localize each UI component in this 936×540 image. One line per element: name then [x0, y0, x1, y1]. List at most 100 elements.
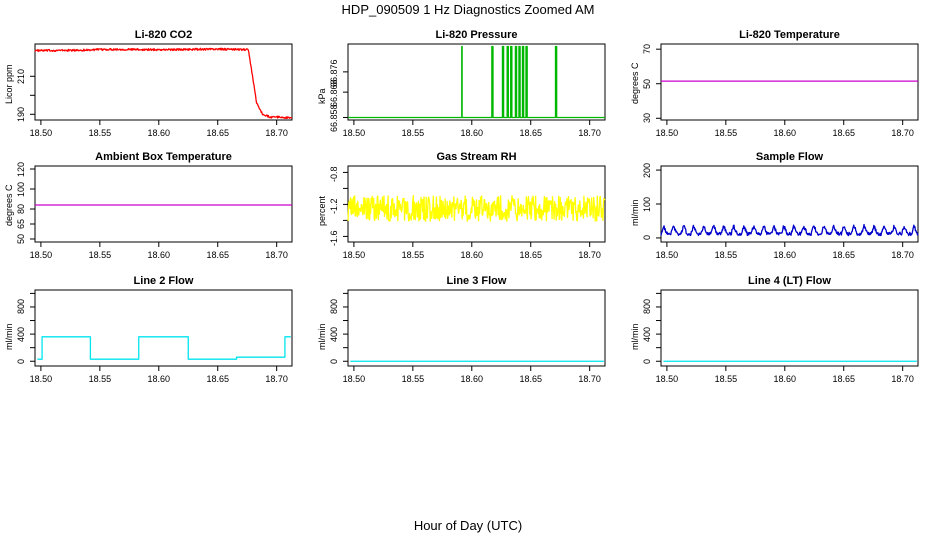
li-820-co2-y-label: Licor ppm [4, 64, 14, 104]
sample-flow-y-label: ml/min [630, 199, 640, 227]
line-2-flow-x-tick-label: 18.70 [265, 374, 288, 384]
gas-stream-rh-x-tick-label: 18.50 [342, 250, 366, 260]
li-820-temperature-y-tick-label: 50 [642, 78, 652, 89]
li-820-pressure-y-tick-label: 66.858 [329, 104, 339, 133]
line-3-flow-y-label: ml/min [317, 323, 327, 351]
line-3-flow-y-tick-label: 400 [329, 326, 339, 342]
sample-flow-x-tick-label: 18.50 [655, 250, 679, 260]
gas-stream-rh-y-tick-label: -1.6 [329, 230, 339, 247]
ambient-box-temperature-y-tick-label: 50 [16, 233, 26, 244]
line-2-flow-y-tick-label: 0 [16, 358, 26, 364]
li-820-co2-x-tick-label: 18.70 [265, 128, 288, 138]
li-820-co2-x-tick-label: 18.55 [88, 128, 112, 138]
line-2-flow-y-tick-label: 400 [16, 326, 26, 342]
sample-flow-x-tick-label: 18.70 [891, 250, 914, 260]
li-820-pressure-frame [347, 43, 606, 121]
li-820-temperature-y-label: degrees C [630, 62, 640, 104]
li-820-temperature-x-tick-label: 18.55 [714, 128, 738, 138]
line-2-flow-plot [30, 289, 293, 371]
li-820-temperature-x-tick-label: 18.65 [832, 128, 855, 138]
li-820-pressure-y-label: kPa [317, 88, 327, 104]
li-820-pressure-plot [343, 43, 606, 125]
line-4-lt-flow-x-tick-label: 18.70 [891, 374, 914, 384]
li-820-pressure-series-line [348, 45, 605, 119]
li-820-co2-y-tick-label: 210 [16, 68, 26, 84]
ambient-box-temperature-y-label: degrees C [4, 184, 14, 226]
line-2-flow-x-tick-label: 18.60 [147, 374, 171, 384]
li-820-pressure-x-tick-label: 18.65 [519, 128, 542, 138]
line-4-lt-flow-frame [660, 289, 919, 367]
sample-flow-x-tick-label: 18.60 [773, 250, 797, 260]
ambient-box-temperature-plot [30, 165, 293, 247]
x-axis-label: Hour of Day (UTC) [413, 518, 523, 533]
line-3-flow-title: Line 3 Flow [446, 275, 507, 287]
ambient-box-temperature-x-tick-label: 18.55 [88, 250, 112, 260]
sample-flow-x-tick-label: 18.65 [832, 250, 855, 260]
li-820-pressure-y-tick-label: 66.876 [329, 59, 339, 87]
li-820-pressure-title: Li-820 Pressure [435, 29, 518, 41]
line-4-lt-flow-plot [656, 289, 919, 371]
gas-stream-rh-title: Gas Stream RH [436, 151, 517, 163]
line-4-lt-flow-title: Line 4 (LT) Flow [748, 275, 831, 287]
line-2-flow-x-tick-label: 18.50 [29, 374, 53, 384]
ambient-box-temperature-y-tick-label: 100 [16, 181, 26, 197]
line-4-lt-flow-y-tick-label: 800 [642, 299, 652, 315]
line-2-flow-y-tick-label: 800 [16, 299, 26, 315]
li-820-pressure-x-tick-label: 18.50 [342, 128, 366, 138]
line-2-flow-frame [34, 289, 293, 367]
line-3-flow-x-tick-label: 18.65 [519, 374, 542, 384]
line-2-flow-x-tick-label: 18.55 [88, 374, 112, 384]
line-2-flow-series-line [37, 336, 291, 360]
ambient-box-temperature-y-tick-label: 120 [16, 161, 26, 177]
line-3-flow-x-tick-label: 18.60 [460, 374, 484, 384]
ambient-box-temperature-y-tick-label: 80 [16, 203, 26, 214]
li-820-temperature-y-tick-label: 70 [642, 44, 652, 55]
line-3-flow-plot [343, 289, 606, 371]
line-4-lt-flow-x-tick-label: 18.60 [773, 374, 797, 384]
gas-stream-rh-plot [343, 165, 606, 247]
line-2-flow-title: Line 2 Flow [133, 275, 194, 287]
sample-flow-plot [656, 165, 919, 247]
li-820-pressure-x-tick-label: 18.60 [460, 128, 484, 138]
figure-title: HDP_090509 1 Hz Diagnostics Zoomed AM [341, 2, 595, 17]
line-3-flow-x-tick-label: 18.55 [401, 374, 425, 384]
li-820-temperature-x-tick-label: 18.50 [655, 128, 679, 138]
li-820-temperature-x-tick-label: 18.60 [773, 128, 797, 138]
ambient-box-temperature-x-tick-label: 18.60 [147, 250, 171, 260]
gas-stream-rh-x-tick-label: 18.60 [460, 250, 484, 260]
li-820-co2-series-line [34, 47, 293, 120]
gas-stream-rh-y-label: percent [317, 195, 327, 226]
line-3-flow-frame [347, 289, 606, 367]
line-4-lt-flow-y-label: ml/min [630, 323, 640, 351]
li-820-temperature-x-tick-label: 18.70 [891, 128, 914, 138]
line-3-flow-x-tick-label: 18.70 [578, 374, 601, 384]
line-2-flow-x-tick-label: 18.65 [206, 374, 229, 384]
li-820-temperature-plot [656, 43, 919, 125]
sample-flow-series-line [660, 223, 919, 237]
li-820-temperature-y-tick-label: 30 [642, 113, 652, 124]
sample-flow-title: Sample Flow [755, 151, 824, 163]
li-820-co2-x-tick-label: 18.50 [29, 128, 53, 138]
sample-flow-y-tick-label: 100 [642, 196, 652, 212]
li-820-co2-x-tick-label: 18.65 [206, 128, 229, 138]
li-820-co2-frame [34, 43, 293, 121]
li-820-co2-plot [30, 43, 293, 125]
line-4-lt-flow-x-tick-label: 18.50 [655, 374, 679, 384]
line-4-lt-flow-x-tick-label: 18.65 [832, 374, 855, 384]
line-2-flow-y-label: ml/min [4, 323, 14, 351]
ambient-box-temperature-title: Ambient Box Temperature [95, 151, 232, 163]
gas-stream-rh-x-tick-label: 18.70 [578, 250, 601, 260]
line-4-lt-flow-y-tick-label: 400 [642, 326, 652, 342]
sample-flow-y-tick-label: 200 [642, 162, 652, 178]
gas-stream-rh-x-tick-label: 18.55 [401, 250, 425, 260]
line-3-flow-x-tick-label: 18.50 [342, 374, 366, 384]
line-4-lt-flow-x-tick-label: 18.55 [714, 374, 738, 384]
sample-flow-frame [660, 165, 919, 243]
li-820-co2-x-tick-label: 18.60 [147, 128, 171, 138]
ambient-box-temperature-x-tick-label: 18.65 [206, 250, 229, 260]
ambient-box-temperature-x-tick-label: 18.70 [265, 250, 288, 260]
li-820-temperature-title: Li-820 Temperature [739, 29, 840, 41]
li-820-pressure-x-tick-label: 18.55 [401, 128, 425, 138]
gas-stream-rh-y-tick-label: -0.8 [329, 166, 339, 183]
